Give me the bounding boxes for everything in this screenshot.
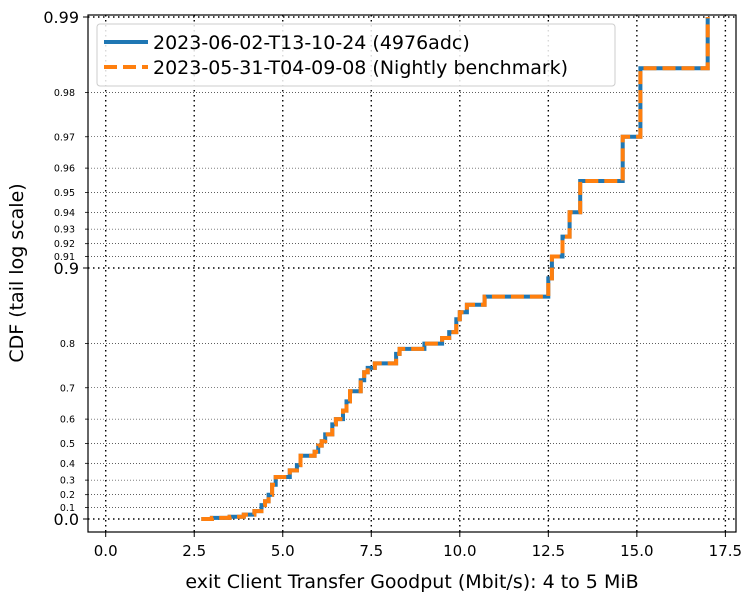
legend: 2023-06-02-T13-10-24 (4976adc) 2023-05-3… — [96, 23, 616, 87]
y-major-tick-label: 0.99 — [43, 8, 79, 27]
y-minor-tick-label: 0.4 — [60, 459, 75, 470]
x-tick-label: 5.0 — [271, 542, 295, 560]
plot-frame — [87, 14, 737, 533]
x-tick-label: 15.0 — [620, 542, 653, 560]
legend-label-series-2: 2023-05-31-T04-09-08 (Nightly benchmark) — [153, 57, 568, 79]
x-tick-label: 10.0 — [443, 542, 476, 560]
y-minor-tick-label: 0.7 — [60, 383, 75, 394]
y-minor-tick-label: 0.6 — [60, 415, 75, 426]
x-axis-label: exit Client Transfer Goodput (Mbit/s): 4… — [185, 571, 638, 593]
y-minor-tick-label: 0.94 — [54, 208, 75, 219]
y-minor-tick-label: 0.93 — [54, 225, 75, 236]
y-minor-tick-label: 0.97 — [54, 132, 75, 143]
x-tick-label: 0.0 — [94, 542, 118, 560]
y-minor-tick-label: 0.1 — [60, 503, 75, 514]
y-minor-tick-label: 0.5 — [60, 439, 75, 450]
series-group — [201, 17, 710, 521]
y-minor-tick-label: 0.91 — [54, 252, 75, 263]
y-minor-tick-label: 0.3 — [60, 476, 75, 487]
x-tick-label: 12.5 — [532, 542, 565, 560]
legend-box — [96, 23, 616, 87]
x-tick-label: 17.5 — [709, 542, 742, 560]
series-line-2 — [201, 17, 710, 521]
y-minor-tick-label: 0.92 — [54, 239, 75, 250]
grid — [88, 15, 736, 532]
y-major-tick-label: 0.9 — [54, 259, 79, 278]
axes: 0.0 2.5 5.0 7.5 10.0 12.5 15.0 17.5 0.0 0.9 0.99 0.… — [43, 8, 742, 560]
y-minor-tick-label: 0.8 — [60, 339, 75, 350]
y-minor-tick-label: 0.2 — [60, 490, 75, 501]
y-axis-label: CDF (tail log scale) — [6, 183, 28, 362]
y-major-tick-label: 0.0 — [54, 510, 79, 529]
x-tick-label: 7.5 — [359, 542, 383, 560]
legend-label-series-1: 2023-06-02-T13-10-24 (4976adc) — [153, 32, 470, 54]
x-tick-label: 2.5 — [182, 542, 206, 560]
y-minor-tick-label: 0.96 — [54, 164, 75, 175]
y-minor-tick-label: 0.98 — [54, 88, 75, 99]
y-minor-tick-label: 0.95 — [54, 188, 75, 199]
